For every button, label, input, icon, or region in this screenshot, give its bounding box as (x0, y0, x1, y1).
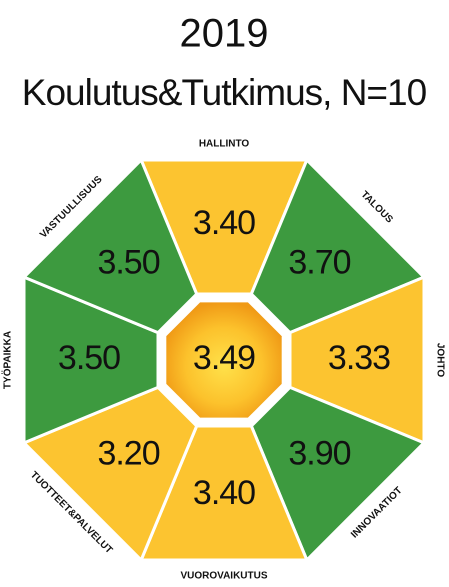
segment-label: VUOROVAIKUTUS (180, 571, 267, 582)
segment-value: 3.50 (97, 244, 159, 282)
segment-value: 3.20 (97, 434, 159, 472)
segment-value: 3.40 (193, 204, 255, 242)
segment-label: HALLINTO (199, 139, 250, 150)
subtitle: Koulutus&Tutkimus, N=10 (22, 72, 427, 113)
title: 2019 (180, 12, 269, 56)
segment-value: 3.40 (193, 474, 255, 512)
segment-value: 3.70 (288, 244, 350, 282)
segment-label: JOHTO (434, 343, 445, 377)
center-value: 3.49 (193, 339, 255, 377)
center (166, 302, 282, 418)
segment-value: 3.90 (288, 434, 350, 472)
segment (21, 157, 199, 335)
segment-value: 3.33 (328, 339, 390, 377)
segment-value: 3.50 (58, 339, 120, 377)
segment-label: TYÖPAIKKA (1, 331, 14, 389)
